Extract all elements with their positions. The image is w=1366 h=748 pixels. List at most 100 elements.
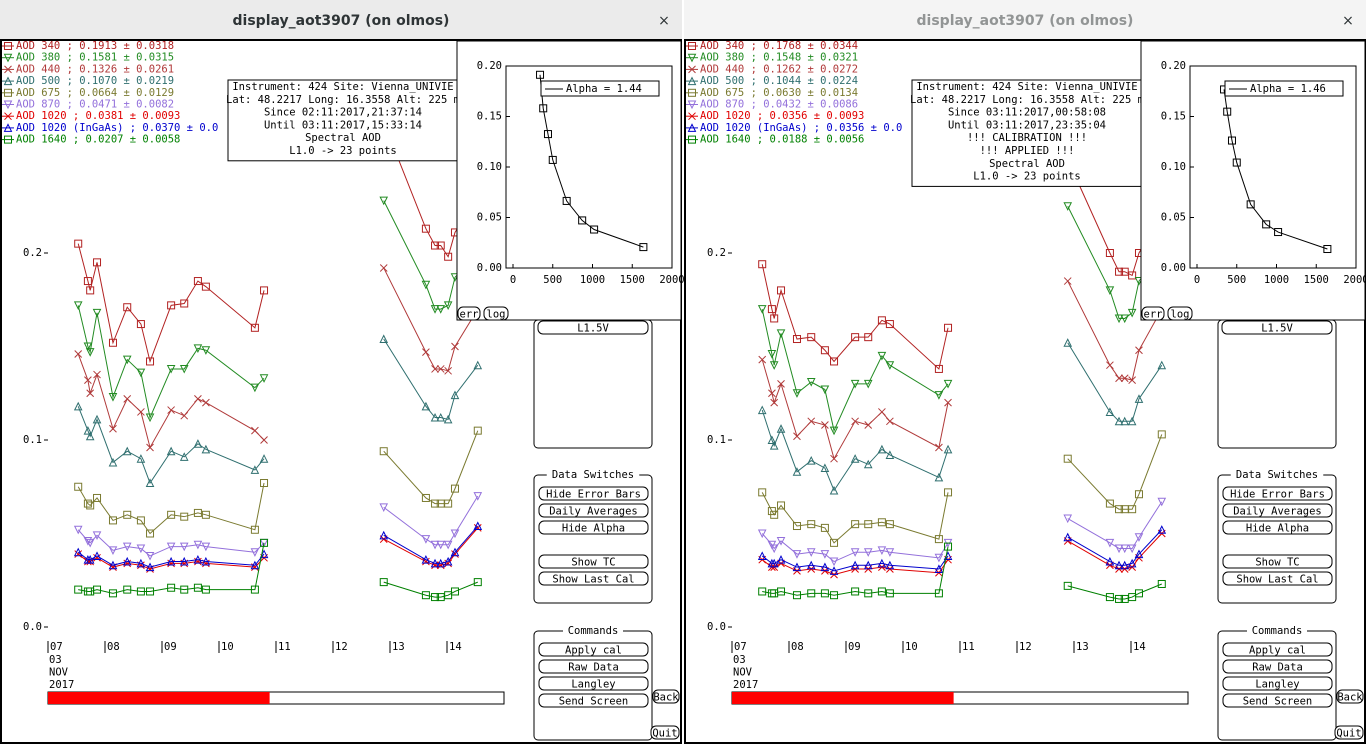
button-label[interactable]: err — [460, 309, 479, 321]
button-label[interactable]: log — [1171, 309, 1190, 321]
button[interactable] — [538, 503, 649, 518]
button-label[interactable]: Back — [1337, 692, 1363, 704]
data-point — [166, 364, 176, 374]
button-label[interactable]: Daily Averages — [1233, 506, 1322, 518]
data-point — [83, 499, 92, 508]
legend-entry: AOD 340 ; 0.1913 ± 0.0318 — [16, 40, 174, 52]
button[interactable] — [1222, 676, 1333, 691]
button[interactable] — [1222, 503, 1333, 518]
button[interactable] — [538, 554, 649, 569]
button-label[interactable]: Show TC — [571, 557, 615, 569]
data-point — [137, 408, 145, 416]
button[interactable] — [1222, 520, 1333, 535]
data-point — [830, 591, 839, 600]
data-point — [201, 510, 210, 519]
button-label[interactable]: Raw Data — [1252, 662, 1303, 674]
button[interactable] — [538, 520, 649, 535]
legend-entry: AOD 870 ; 0.0471 ± 0.0082 — [16, 99, 174, 111]
inset-y-label: 0.20 — [1161, 60, 1186, 72]
button-label[interactable]: Send Screen — [1243, 696, 1313, 708]
info-line: Spectral AOD — [989, 158, 1065, 170]
data-point — [792, 389, 802, 398]
data-point — [851, 587, 860, 596]
data-point — [167, 510, 176, 519]
data-point — [777, 380, 785, 388]
close-button[interactable]: × — [1342, 13, 1354, 29]
legend-entry: AOD 440 ; 0.1262 ± 0.0272 — [700, 63, 858, 75]
button-label[interactable]: Hide Alpha — [1246, 523, 1309, 535]
button[interactable] — [1222, 571, 1333, 586]
button[interactable] — [538, 676, 649, 691]
button-label[interactable]: Raw Data — [568, 662, 619, 674]
button[interactable] — [1167, 306, 1193, 321]
series-line — [383, 121, 479, 258]
button-label[interactable]: Show TC — [1255, 557, 1299, 569]
data-point — [108, 392, 118, 402]
series-line — [383, 200, 479, 310]
button-label[interactable]: err — [1144, 309, 1163, 321]
button-label[interactable]: Hide Error Bars — [546, 489, 641, 501]
button-label[interactable]: Show Last Cal — [552, 574, 634, 586]
data-point — [193, 508, 202, 517]
data-point — [250, 548, 260, 557]
button-label[interactable]: Apply cal — [1249, 645, 1306, 657]
button[interactable] — [1222, 486, 1333, 501]
button-label[interactable]: Langley — [1255, 679, 1299, 691]
data-point — [250, 465, 260, 474]
button[interactable] — [1222, 554, 1333, 569]
button[interactable] — [1221, 320, 1333, 335]
data-point — [436, 365, 445, 373]
button[interactable] — [1334, 725, 1364, 740]
button[interactable] — [1222, 659, 1333, 674]
legend-entry: AOD 1020 (InGaAs) ; 0.0370 ± 0.0 — [16, 122, 218, 134]
button-label[interactable]: Daily Averages — [549, 506, 638, 518]
button[interactable] — [538, 693, 649, 708]
button-label[interactable]: Show Last Cal — [1236, 574, 1318, 586]
button-label[interactable]: Quit — [1336, 728, 1361, 740]
data-point — [379, 447, 388, 456]
data-point — [758, 260, 767, 269]
data-point — [421, 224, 430, 233]
data-point — [180, 411, 189, 420]
button[interactable] — [652, 689, 680, 704]
button[interactable] — [538, 571, 649, 586]
level-panel — [533, 319, 653, 449]
data-point — [436, 241, 445, 250]
data-point — [123, 585, 132, 594]
series-line — [1067, 434, 1163, 510]
button-label[interactable]: Hide Error Bars — [1230, 489, 1325, 501]
legend-entry: AOD 380 ; 0.1581 ± 0.0315 — [16, 52, 174, 64]
data-point — [776, 555, 786, 564]
button[interactable] — [1222, 693, 1333, 708]
button-label[interactable]: Quit — [652, 728, 677, 740]
button-label[interactable]: log — [487, 309, 506, 321]
legend-entry: AOD 1640 ; 0.0188 ± 0.0056 — [700, 134, 864, 146]
button[interactable] — [538, 486, 649, 501]
data-point — [770, 314, 779, 323]
button-label[interactable]: Back — [653, 692, 679, 704]
data-point — [934, 364, 943, 373]
button[interactable] — [538, 659, 649, 674]
button[interactable] — [457, 306, 481, 321]
data-point — [422, 557, 430, 566]
button-label[interactable]: L1.5V — [1261, 323, 1293, 335]
button-label[interactable]: Hide Alpha — [562, 523, 625, 535]
series-line — [383, 430, 479, 505]
button-label[interactable]: Langley — [571, 679, 615, 691]
data-point — [1114, 544, 1124, 554]
button[interactable] — [537, 320, 649, 335]
button[interactable] — [1336, 689, 1364, 704]
data-point — [122, 542, 132, 552]
progress-bar — [732, 692, 954, 704]
button-label[interactable]: L1.5V — [577, 323, 609, 335]
button[interactable] — [1222, 642, 1333, 657]
button[interactable] — [538, 642, 649, 657]
close-button[interactable]: × — [658, 13, 670, 29]
button[interactable] — [483, 306, 509, 321]
button[interactable] — [1141, 306, 1165, 321]
button[interactable] — [650, 725, 680, 740]
data-point — [250, 585, 259, 594]
button-label[interactable]: Apply cal — [565, 645, 622, 657]
button-label[interactable]: Send Screen — [559, 696, 629, 708]
